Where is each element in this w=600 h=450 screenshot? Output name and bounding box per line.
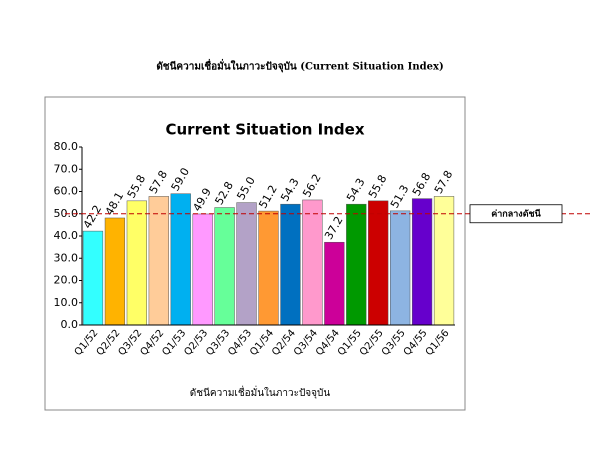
y-tick-label: 60.0 <box>54 185 79 198</box>
bar <box>390 210 411 326</box>
bar <box>214 207 235 326</box>
bar <box>346 203 367 326</box>
bar <box>104 217 126 326</box>
y-tick-label: 20.0 <box>54 274 79 287</box>
y-tick-label: 10.0 <box>54 296 79 309</box>
x-axis-label: ดัชนีความเชื่อมั่นในภาวะปัจจุบัน <box>190 385 331 399</box>
y-tick-label: 0.0 <box>61 318 79 331</box>
y-tick-label: 40.0 <box>54 229 79 242</box>
bar <box>324 241 345 326</box>
bar <box>148 196 169 326</box>
bar <box>236 202 257 326</box>
y-tick-label: 80.0 <box>54 140 79 153</box>
bar <box>411 198 433 326</box>
y-tick-label: 70.0 <box>54 162 79 175</box>
bar <box>302 199 323 326</box>
bar <box>368 200 389 326</box>
bar <box>192 213 213 326</box>
bar <box>258 210 279 326</box>
bar <box>280 203 301 326</box>
y-tick-label: 30.0 <box>54 251 79 264</box>
chart-title: Current Situation Index <box>165 121 364 139</box>
reference-label-box <box>469 204 563 224</box>
bar <box>126 200 147 326</box>
bar <box>82 230 104 326</box>
reference-label: ค่ากลางดัชนี <box>491 208 541 219</box>
bar <box>433 196 455 326</box>
page-title: ดัชนีความเชื่อมั่นในภาวะปัจจุบัน (Curren… <box>156 59 443 73</box>
